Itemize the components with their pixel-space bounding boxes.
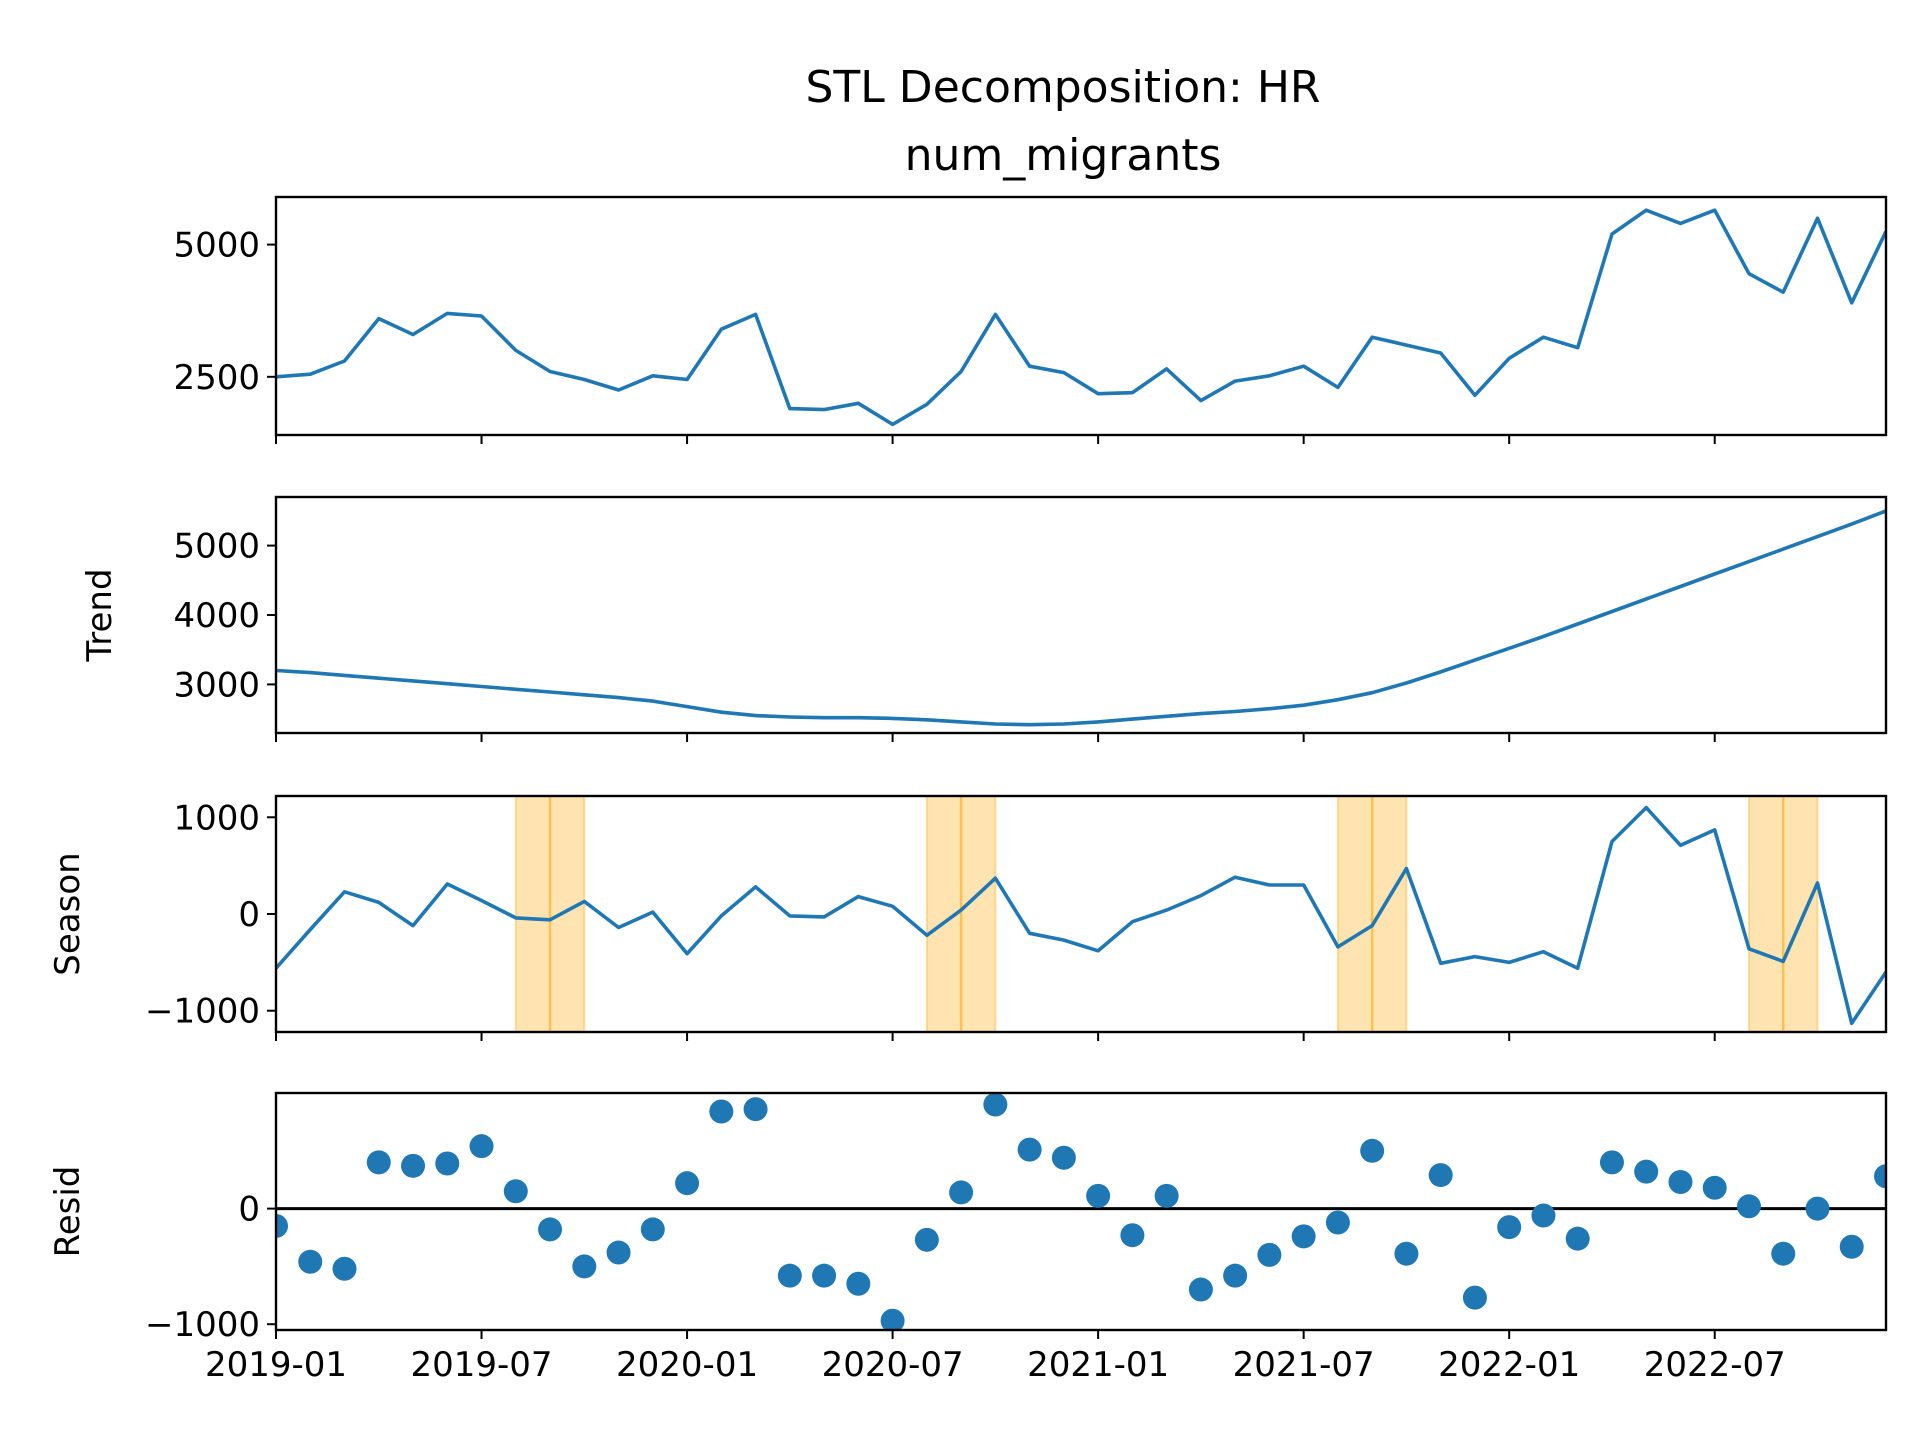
resid-point-2021-05 (1223, 1263, 1248, 1288)
resid-point-2021-03 (1154, 1183, 1179, 1208)
resid-point-2020-09 (949, 1180, 974, 1205)
resid-point-2022-04 (1599, 1150, 1624, 1175)
series-line-trend (276, 509, 1886, 727)
y-tick-label-resid-1: 0 (238, 1190, 260, 1230)
y-tick-label-season-2: 1000 (173, 798, 260, 838)
resid-point-2019-07 (469, 1134, 494, 1159)
panel-trend: 3000 4000 5000 Trend (80, 495, 1888, 742)
resid-point-2019-03 (332, 1256, 357, 1281)
resid-point-2022-06 (1668, 1170, 1693, 1195)
y-axis-label-season: Season (48, 852, 88, 975)
y-tick-label-trend-1: 4000 (173, 596, 260, 636)
resid-point-2021-09 (1360, 1138, 1385, 1163)
resid-point-2022-05 (1634, 1159, 1659, 1184)
series-line-season (276, 805, 1886, 1026)
panel-season: −1000 0 1000 Season (48, 794, 1888, 1041)
resid-point-2022-02 (1531, 1203, 1556, 1228)
chart-subtitle: num_migrants (905, 130, 1222, 181)
resid-point-2020-06 (846, 1271, 871, 1296)
y-tick-label-resid-0: −1000 (145, 1305, 260, 1345)
resid-point-2021-10 (1394, 1241, 1419, 1266)
plot-area-season (276, 796, 1886, 1032)
resid-point-2020-04 (777, 1263, 802, 1288)
resid-point-2021-11 (1428, 1163, 1453, 1188)
resid-point-2020-02 (709, 1099, 734, 1124)
resid-point-2019-06 (435, 1151, 460, 1176)
x-tick-label-5: 2021-07 (1233, 1345, 1375, 1385)
plot-area-trend (276, 509, 1886, 727)
resid-point-2022-10 (1805, 1196, 1830, 1221)
resid-point-2021-02 (1120, 1223, 1145, 1248)
plot-area-resid (276, 1093, 1886, 1330)
chart-title: STL Decomposition: HR (806, 62, 1321, 113)
x-tick-label-4: 2021-01 (1027, 1345, 1169, 1385)
resid-point-2022-12 (1874, 1164, 1886, 1189)
panel-observed: 2500 5000 (173, 195, 1888, 444)
y-tick-label-season-0: −1000 (145, 992, 260, 1032)
resid-point-2019-01 (276, 1213, 288, 1238)
y-tick-label-observed-0: 2500 (173, 358, 260, 398)
resid-point-2019-09 (538, 1217, 563, 1242)
resid-point-2019-02 (298, 1249, 323, 1274)
resid-point-2021-06 (1257, 1242, 1282, 1267)
x-tick-label-2: 2020-01 (616, 1345, 758, 1385)
resid-point-2020-08 (914, 1227, 939, 1252)
resid-point-2021-12 (1462, 1285, 1487, 1310)
resid-point-2022-03 (1565, 1226, 1590, 1251)
resid-point-2020-12 (1051, 1145, 1076, 1170)
resid-point-2020-11 (1017, 1137, 1042, 1162)
resid-point-2019-05 (401, 1153, 426, 1178)
resid-point-2019-04 (366, 1150, 391, 1175)
resid-point-2019-10 (572, 1254, 597, 1279)
resid-point-2020-03 (743, 1097, 768, 1122)
resid-point-2019-08 (503, 1179, 528, 1204)
resid-point-2021-04 (1188, 1277, 1213, 1302)
resid-point-2020-07 (880, 1308, 905, 1330)
axes-frame-resid (274, 1091, 1888, 1332)
x-tick-label-0: 2019-01 (205, 1345, 347, 1385)
resid-point-2022-07 (1702, 1175, 1727, 1200)
axes-frame-observed (274, 195, 1888, 437)
y-axis-label-resid: Resid (48, 1166, 88, 1258)
x-tick-label-1: 2019-07 (411, 1345, 553, 1385)
x-tick-label-7: 2022-07 (1644, 1345, 1786, 1385)
resid-point-2022-01 (1497, 1215, 1522, 1240)
resid-point-2022-11 (1839, 1234, 1864, 1259)
resid-point-2019-11 (606, 1240, 631, 1265)
resid-point-2020-05 (812, 1263, 837, 1288)
resid-point-2021-07 (1291, 1224, 1316, 1249)
plot-area-observed (276, 208, 1886, 427)
resid-point-2020-10 (983, 1093, 1008, 1117)
y-tick-label-trend-2: 5000 (173, 527, 260, 567)
resid-point-2022-08 (1736, 1194, 1761, 1219)
y-tick-label-season-1: 0 (238, 895, 260, 935)
series-line-observed (276, 208, 1886, 427)
resid-point-2021-08 (1325, 1210, 1350, 1235)
axes-frame-trend (274, 495, 1888, 735)
resid-point-2019-12 (640, 1217, 665, 1242)
y-tick-label-trend-0: 3000 (173, 665, 260, 705)
panel-resid: −1000 0 Resid 2019-01 2019-07 2020-01 2020-07 2… (48, 1091, 1888, 1385)
x-tick-label-3: 2020-07 (822, 1345, 964, 1385)
resid-point-2020-01 (675, 1171, 700, 1196)
resid-point-2022-09 (1771, 1241, 1796, 1266)
y-tick-label-observed-1: 5000 (173, 226, 260, 266)
resid-point-2021-01 (1086, 1183, 1111, 1208)
panels-group: 2500 5000 3000 4000 5000 Trend −1000 0 1000 Seaso… (48, 195, 1888, 1385)
x-tick-label-6: 2022-01 (1438, 1345, 1580, 1385)
y-axis-label-trend: Trend (80, 568, 120, 662)
